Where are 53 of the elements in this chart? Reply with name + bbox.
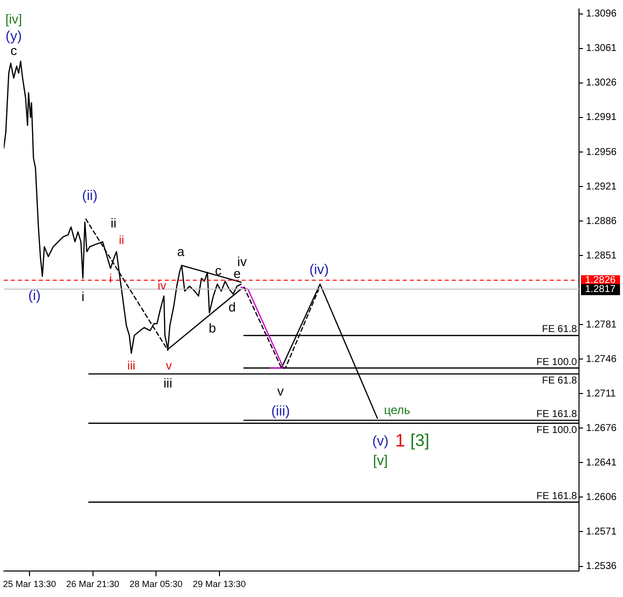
y-tick-label: 1.2641	[586, 457, 618, 468]
y-tick-label: 1.2746	[586, 354, 618, 365]
annotation: FE 161.8	[536, 409, 578, 420]
annotation: (y)	[6, 28, 22, 44]
y-tick-label: 1.2781	[586, 319, 618, 330]
y-tick-label: 1.2676	[586, 422, 618, 434]
y-tick-label: 1.3026	[586, 78, 618, 89]
x-tick-label: 26 Mar 21:30	[66, 579, 120, 590]
annotation: [v]	[372, 452, 388, 468]
annotation: (i)	[28, 286, 41, 303]
annotation: цель	[384, 403, 410, 418]
annotation: iii	[127, 358, 136, 373]
annotation: b	[208, 320, 216, 336]
annotation: ii	[118, 232, 124, 247]
annotation: v	[277, 384, 284, 399]
annotation: FE 161.8	[536, 490, 578, 502]
annotation: c	[215, 262, 222, 278]
annotation: FE 61.8	[542, 324, 578, 336]
y-tick-label: 1.2956	[586, 146, 618, 158]
y-tick-label: 1.2606	[586, 492, 618, 503]
annotation: [3]	[410, 431, 430, 450]
annotation: (iv)	[309, 261, 329, 278]
annotation: 1	[395, 430, 406, 451]
annotation: v	[166, 358, 172, 373]
y-tick-label: 1.2886	[586, 216, 618, 227]
annotation: a	[177, 244, 186, 260]
annotation: (v)	[372, 432, 389, 448]
y-tick-label: 1.3061	[586, 43, 618, 54]
y-tick-label: 1.2571	[586, 526, 618, 538]
annotation: c	[10, 43, 18, 58]
annotation: (iii)	[271, 402, 290, 419]
annotation: d	[228, 299, 236, 314]
annotation: FE 100.0	[536, 425, 578, 436]
y-tick-label: 1.2851	[586, 250, 618, 262]
annotation: (ii)	[82, 186, 98, 203]
annotation: FE 100.0	[536, 356, 578, 368]
y-tick-label: 1.2536	[586, 561, 618, 572]
y-tick-label: 1.2991	[586, 112, 618, 124]
annotation: i	[81, 288, 84, 304]
annotation: ii	[110, 215, 117, 230]
annotation: i	[109, 272, 112, 286]
ref-line-label: 1.2817	[585, 284, 616, 295]
ref-line-label: 1.2826	[585, 274, 616, 286]
y-tick-label: 1.3096	[586, 8, 618, 20]
annotation: [iv]	[5, 11, 22, 26]
annotation: iv	[158, 278, 166, 292]
y-tick-label: 1.2921	[586, 181, 618, 192]
y-tick-label: 1.2711	[586, 388, 616, 400]
x-tick-label: 29 Mar 13:30	[192, 579, 246, 590]
annotation: FE 61.8	[542, 376, 578, 387]
annotation: iii	[164, 376, 172, 391]
x-tick-label: 25 Mar 13:30	[2, 579, 56, 590]
x-tick-label: 28 Mar 05:30	[129, 579, 183, 590]
